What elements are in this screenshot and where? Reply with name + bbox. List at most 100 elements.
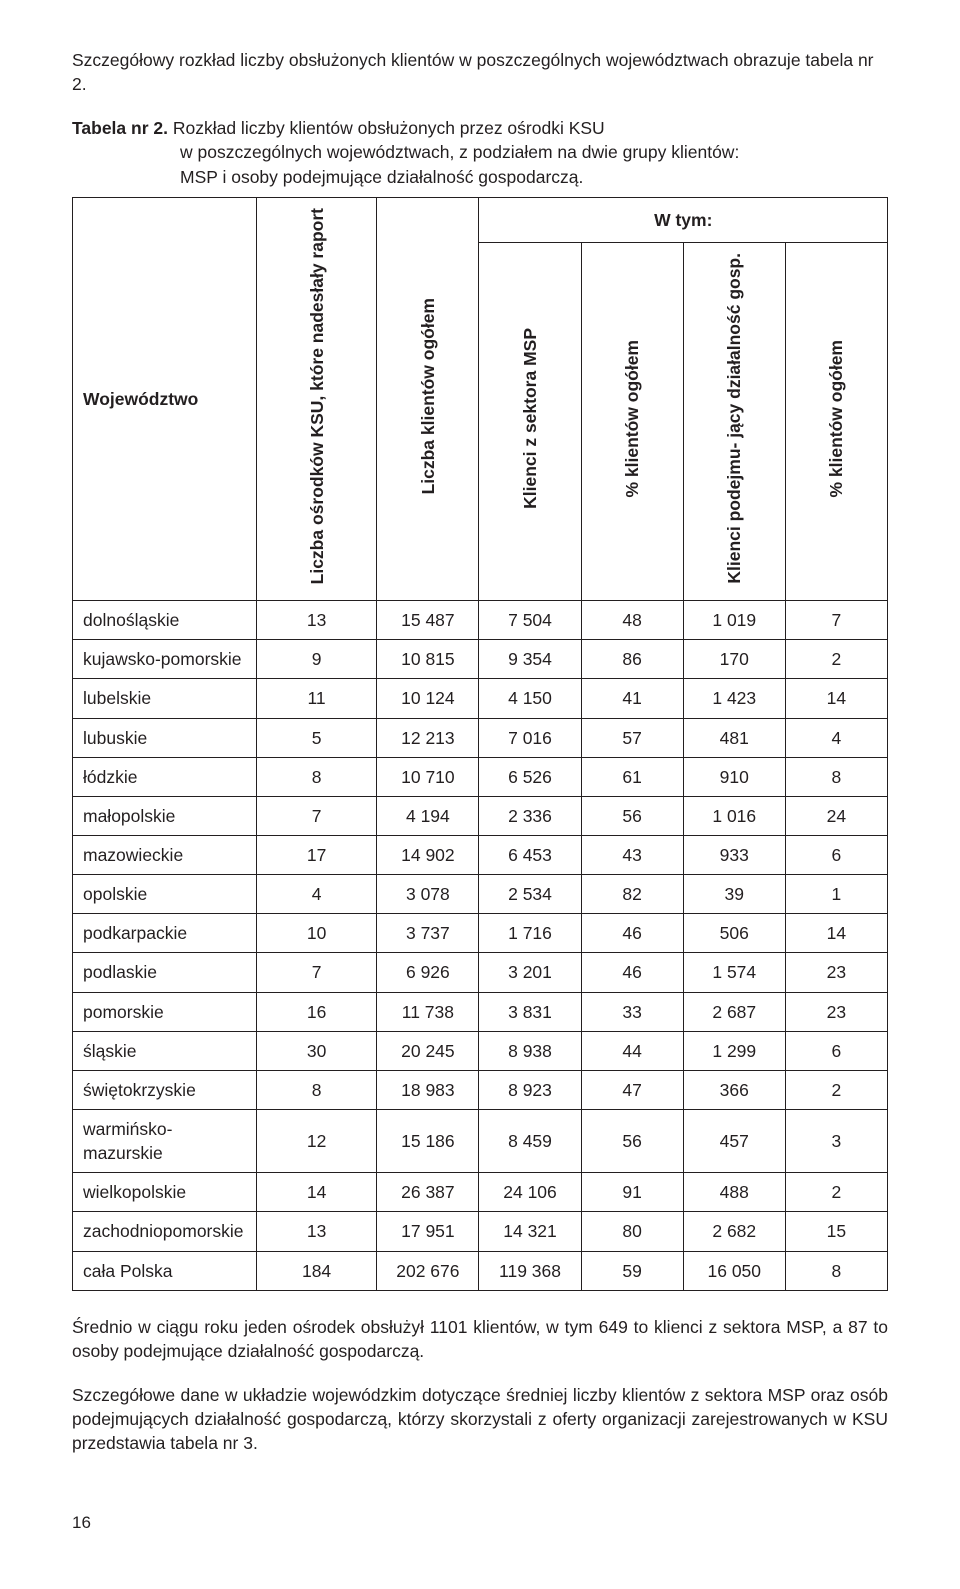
caption-label: Tabela nr 2. <box>72 118 168 138</box>
cell-value: 12 213 <box>377 718 479 757</box>
cell-value: 10 815 <box>377 640 479 679</box>
summary-paragraph-2: Szczegółowe dane w układzie wojewódzkim … <box>72 1383 888 1455</box>
table-row: podkarpackie103 7371 7164650614 <box>73 914 888 953</box>
cell-value: 8 938 <box>479 1031 581 1070</box>
cell-value: 18 983 <box>377 1070 479 1109</box>
header-col-3-text: Klienci z sektora MSP <box>520 322 540 515</box>
table-row: śląskie3020 2458 938441 2996 <box>73 1031 888 1070</box>
row-name: lubelskie <box>73 679 257 718</box>
cell-value: 2 534 <box>479 875 581 914</box>
cell-value: 2 <box>785 1173 887 1212</box>
row-name: mazowieckie <box>73 836 257 875</box>
cell-value: 4 <box>785 718 887 757</box>
table-body: dolnośląskie1315 4877 504481 0197kujawsk… <box>73 601 888 1291</box>
table-row: kujawsko-pomorskie910 8159 354861702 <box>73 640 888 679</box>
cell-value: 47 <box>581 1070 683 1109</box>
row-name: lubuskie <box>73 718 257 757</box>
caption-desc-1: Rozkład liczby klientów obsłużonych prze… <box>173 118 605 138</box>
cell-value: 26 387 <box>377 1173 479 1212</box>
cell-value: 14 <box>785 914 887 953</box>
cell-value: 11 738 <box>377 992 479 1031</box>
cell-value: 8 923 <box>479 1070 581 1109</box>
row-name: małopolskie <box>73 796 257 835</box>
cell-value: 10 710 <box>377 757 479 796</box>
cell-value: 6 <box>785 836 887 875</box>
header-col-3: Klienci z sektora MSP <box>479 243 581 601</box>
cell-value: 15 186 <box>377 1110 479 1173</box>
cell-value: 91 <box>581 1173 683 1212</box>
cell-value: 7 <box>256 953 377 992</box>
header-col-5-text: Klienci podejmu- jący działalność gosp. <box>724 247 744 590</box>
cell-value: 80 <box>581 1212 683 1251</box>
cell-value: 184 <box>256 1251 377 1290</box>
summary-paragraph-1: Średnio w ciągu roku jeden ośrodek obsłu… <box>72 1315 888 1363</box>
table-row: podlaskie76 9263 201461 57423 <box>73 953 888 992</box>
cell-value: 14 <box>256 1173 377 1212</box>
header-col-2-text: Liczba klientów ogółem <box>418 292 438 500</box>
cell-value: 1 <box>785 875 887 914</box>
cell-value: 23 <box>785 953 887 992</box>
header-col-1: Liczba ośrodków KSU, które nadesłały rap… <box>256 197 377 601</box>
header-col-4: % klientów ogółem <box>581 243 683 601</box>
cell-value: 7 <box>256 796 377 835</box>
cell-value: 1 299 <box>683 1031 785 1070</box>
cell-value: 14 <box>785 679 887 718</box>
cell-value: 46 <box>581 914 683 953</box>
cell-value: 24 106 <box>479 1173 581 1212</box>
cell-value: 13 <box>256 601 377 640</box>
cell-value: 82 <box>581 875 683 914</box>
cell-value: 7 016 <box>479 718 581 757</box>
cell-value: 366 <box>683 1070 785 1109</box>
table-row: lubelskie1110 1244 150411 42314 <box>73 679 888 718</box>
cell-value: 33 <box>581 992 683 1031</box>
cell-value: 9 354 <box>479 640 581 679</box>
cell-value: 4 194 <box>377 796 479 835</box>
row-name: podkarpackie <box>73 914 257 953</box>
cell-value: 8 <box>256 757 377 796</box>
cell-value: 16 <box>256 992 377 1031</box>
header-col-5: Klienci podejmu- jący działalność gosp. <box>683 243 785 601</box>
table-row: łódzkie810 7106 526619108 <box>73 757 888 796</box>
table-row: cała Polska184202 676119 3685916 0508 <box>73 1251 888 1290</box>
cell-value: 119 368 <box>479 1251 581 1290</box>
cell-value: 44 <box>581 1031 683 1070</box>
header-col-6: % klientów ogółem <box>785 243 887 601</box>
cell-value: 9 <box>256 640 377 679</box>
header-wojewodztwo: Województwo <box>73 197 257 601</box>
table-row: małopolskie74 1942 336561 01624 <box>73 796 888 835</box>
cell-value: 933 <box>683 836 785 875</box>
table-row: lubuskie512 2137 016574814 <box>73 718 888 757</box>
cell-value: 488 <box>683 1173 785 1212</box>
table-row: pomorskie1611 7383 831332 68723 <box>73 992 888 1031</box>
cell-value: 12 <box>256 1110 377 1173</box>
cell-value: 6 526 <box>479 757 581 796</box>
cell-value: 8 <box>256 1070 377 1109</box>
cell-value: 1 716 <box>479 914 581 953</box>
table-row: warmińsko-mazurskie1215 1868 459564573 <box>73 1110 888 1173</box>
cell-value: 16 050 <box>683 1251 785 1290</box>
cell-value: 3 201 <box>479 953 581 992</box>
row-name: łódzkie <box>73 757 257 796</box>
cell-value: 6 453 <box>479 836 581 875</box>
cell-value: 506 <box>683 914 785 953</box>
cell-value: 8 459 <box>479 1110 581 1173</box>
row-name: cała Polska <box>73 1251 257 1290</box>
row-name: podlaskie <box>73 953 257 992</box>
cell-value: 1 423 <box>683 679 785 718</box>
cell-value: 15 487 <box>377 601 479 640</box>
cell-value: 457 <box>683 1110 785 1173</box>
cell-value: 8 <box>785 757 887 796</box>
cell-value: 56 <box>581 1110 683 1173</box>
row-name: dolnośląskie <box>73 601 257 640</box>
header-group-wtym: W tym: <box>479 197 888 243</box>
cell-value: 4 150 <box>479 679 581 718</box>
cell-value: 24 <box>785 796 887 835</box>
cell-value: 2 336 <box>479 796 581 835</box>
row-name: świętokrzyskie <box>73 1070 257 1109</box>
cell-value: 20 245 <box>377 1031 479 1070</box>
cell-value: 39 <box>683 875 785 914</box>
cell-value: 202 676 <box>377 1251 479 1290</box>
cell-value: 4 <box>256 875 377 914</box>
cell-value: 10 <box>256 914 377 953</box>
cell-value: 1 016 <box>683 796 785 835</box>
